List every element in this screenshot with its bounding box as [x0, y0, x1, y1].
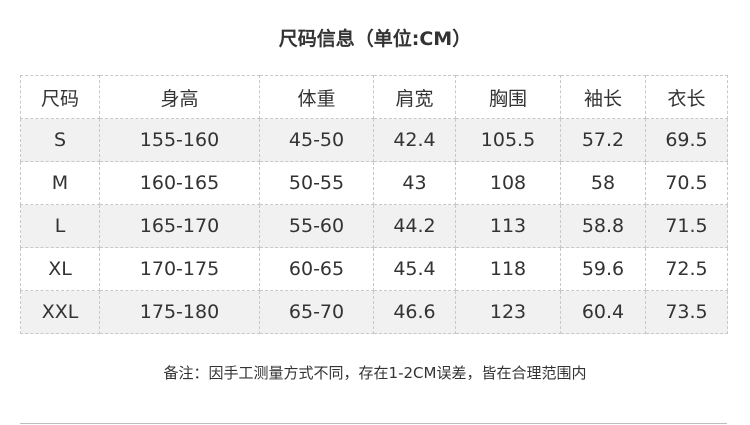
- table-cell: 43: [373, 161, 456, 205]
- table-cell: 165-170: [99, 204, 260, 248]
- size-table: 尺码 身高 体重 肩宽 胸围 袖长 衣长 S 155-160 45-50 42.4 105.5 57.2…: [20, 75, 728, 334]
- table-cell: 118: [455, 247, 561, 291]
- table-cell: 58: [560, 161, 646, 205]
- table-cell: 55-60: [259, 204, 374, 248]
- table-cell: 160-165: [99, 161, 260, 205]
- column-header: 肩宽: [373, 75, 456, 119]
- table-cell: 108: [455, 161, 561, 205]
- table-row: S 155-160 45-50 42.4 105.5 57.2 69.5: [20, 118, 728, 162]
- table-cell: 65-70: [259, 290, 374, 334]
- measurement-note: 备注：因手工测量方式不同，存在1-2CM误差，皆在合理范围内: [163, 364, 587, 382]
- table-cell: S: [20, 118, 100, 162]
- table-cell: XL: [20, 247, 100, 291]
- table-cell: XXL: [20, 290, 100, 334]
- table-cell: 155-160: [99, 118, 260, 162]
- table-cell: 44.2: [373, 204, 456, 248]
- table-cell: 175-180: [99, 290, 260, 334]
- table-cell: 50-55: [259, 161, 374, 205]
- table-cell: 170-175: [99, 247, 260, 291]
- table-row: L 165-170 55-60 44.2 113 58.8 71.5: [20, 204, 728, 248]
- table-cell: 58.8: [560, 204, 646, 248]
- table-cell: 105.5: [455, 118, 561, 162]
- table-cell: 59.6: [560, 247, 646, 291]
- table-cell: 57.2: [560, 118, 646, 162]
- table-cell: 71.5: [645, 204, 728, 248]
- column-header: 身高: [99, 75, 260, 119]
- table-cell: 73.5: [645, 290, 728, 334]
- table-row: XXL 175-180 65-70 46.6 123 60.4 73.5: [20, 290, 728, 334]
- table-cell: 45.4: [373, 247, 456, 291]
- table-cell: 42.4: [373, 118, 456, 162]
- column-header: 尺码: [20, 75, 100, 119]
- table-header-row: 尺码 身高 体重 肩宽 胸围 袖长 衣长: [20, 75, 728, 119]
- table-cell: 60.4: [560, 290, 646, 334]
- table-cell: 45-50: [259, 118, 374, 162]
- table-cell: L: [20, 204, 100, 248]
- column-header: 胸围: [455, 75, 561, 119]
- table-cell: 69.5: [645, 118, 728, 162]
- table-cell: 60-65: [259, 247, 374, 291]
- column-header: 袖长: [560, 75, 646, 119]
- column-header: 衣长: [645, 75, 728, 119]
- table-cell: 72.5: [645, 247, 728, 291]
- table-row: M 160-165 50-55 43 108 58 70.5: [20, 161, 728, 205]
- table-cell: 46.6: [373, 290, 456, 334]
- table-cell: M: [20, 161, 100, 205]
- table-cell: 113: [455, 204, 561, 248]
- column-header: 体重: [259, 75, 374, 119]
- page-title: 尺码信息（单位:CM）: [278, 28, 472, 50]
- table-cell: 70.5: [645, 161, 728, 205]
- divider: [20, 423, 727, 424]
- table-row: XL 170-175 60-65 45.4 118 59.6 72.5: [20, 247, 728, 291]
- table-cell: 123: [455, 290, 561, 334]
